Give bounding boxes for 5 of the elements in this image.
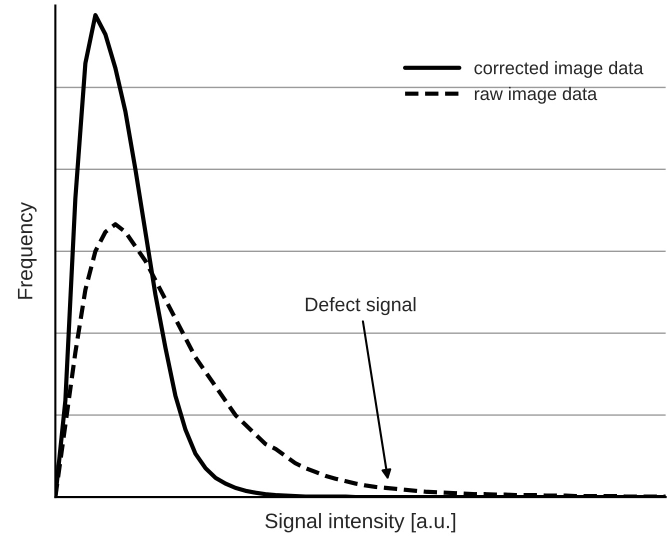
legend-label: corrected image data bbox=[474, 61, 644, 78]
legend-label: raw image data bbox=[474, 86, 598, 104]
annotation: Defect signal bbox=[306, 297, 416, 316]
y-axis-title: Frequency bbox=[18, 202, 37, 299]
x-axis-title: Signal intensity [a.u.] bbox=[265, 513, 456, 532]
